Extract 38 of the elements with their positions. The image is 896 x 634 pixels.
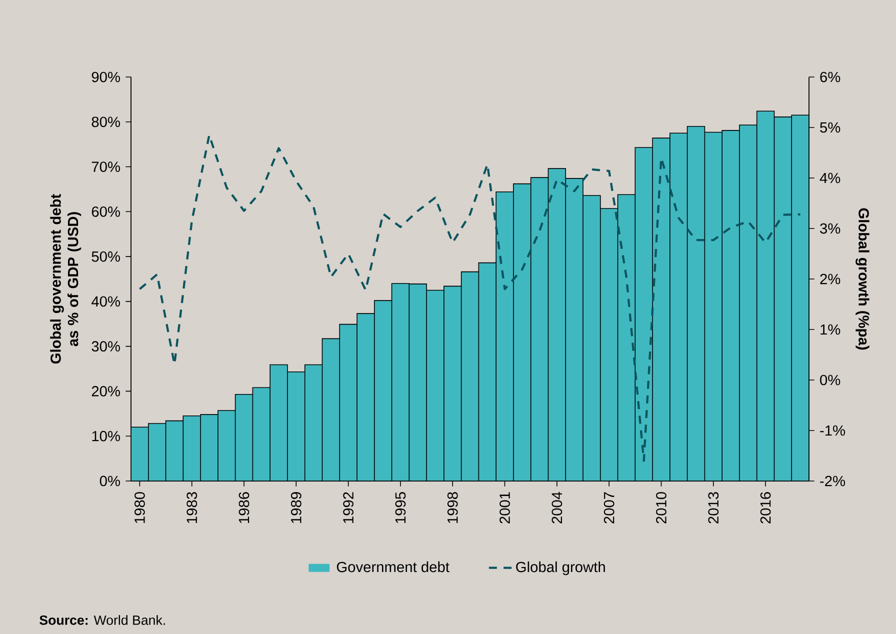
y-tick-label: 10% bbox=[92, 430, 120, 442]
line-series bbox=[138, 134, 802, 462]
y2-tick-label: 1% bbox=[820, 324, 840, 335]
y2-tick-label: 6% bbox=[820, 72, 840, 82]
legend-label: Global growth bbox=[516, 561, 605, 576]
x-tick-label: 2004 bbox=[552, 492, 562, 524]
y-tick-label: 0% bbox=[100, 476, 120, 486]
x-tick-label: 2001 bbox=[500, 492, 510, 524]
x-tick-label: 2010 bbox=[656, 492, 666, 524]
x-tick-label: 1998 bbox=[447, 492, 458, 523]
x-tick-label: 1986 bbox=[238, 492, 250, 523]
x-tick-label: 2016 bbox=[760, 492, 771, 524]
y2-tick-label: 4% bbox=[820, 172, 840, 184]
y-tick-label: 70% bbox=[92, 162, 120, 172]
y2-axis-title: Global growth (%pa) bbox=[856, 208, 870, 350]
y2-tick-label: 5% bbox=[820, 122, 840, 133]
y-tick-label: 40% bbox=[92, 296, 120, 307]
y-tick-label: 60% bbox=[92, 206, 120, 217]
y-tick-label: 20% bbox=[92, 386, 120, 396]
x-tick-label: 2013 bbox=[708, 492, 719, 524]
y2-tick-label: 3% bbox=[820, 223, 840, 234]
y-tick-label: 80% bbox=[92, 116, 120, 128]
x-tick-label: 1992 bbox=[343, 492, 354, 523]
y2-tick-label: 2% bbox=[820, 274, 840, 284]
x-tick-label: 1983 bbox=[186, 492, 198, 523]
x-tick-label: 1995 bbox=[395, 492, 406, 523]
x-tick-label: 1989 bbox=[290, 492, 302, 523]
y-axis-title: Global government debt as % of GDP (USD) bbox=[50, 194, 82, 364]
y-tick-label: 90% bbox=[92, 72, 120, 82]
y2-tick-label: 0% bbox=[820, 374, 840, 386]
y2-tick-label: -2% bbox=[820, 476, 846, 486]
text: Source: World Bank. bbox=[40, 615, 165, 625]
legend-label: Government debt bbox=[336, 561, 450, 572]
y-tick-label: 30% bbox=[92, 341, 120, 352]
y-tick-label: 50% bbox=[92, 251, 120, 262]
y2-tick-label: -1% bbox=[820, 425, 846, 436]
x-tick-label: 1980 bbox=[134, 492, 145, 523]
x-tick-label: 2007 bbox=[604, 492, 614, 524]
